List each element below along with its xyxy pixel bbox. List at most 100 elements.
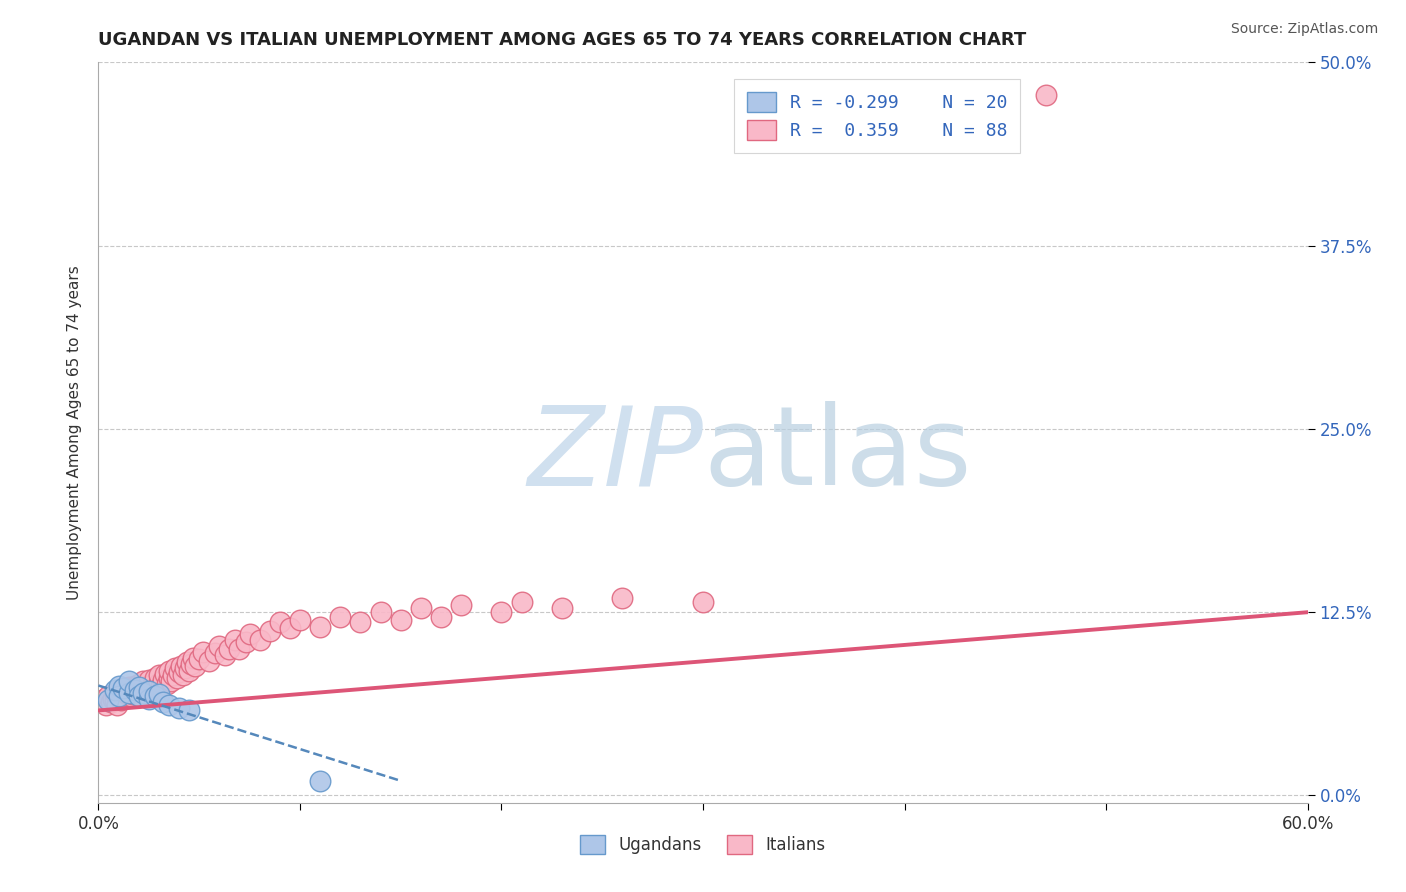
Point bbox=[103, 682, 125, 697]
Point bbox=[152, 673, 174, 687]
Y-axis label: Unemployment Among Ages 65 to 74 years: Unemployment Among Ages 65 to 74 years bbox=[66, 265, 82, 600]
Point bbox=[160, 674, 183, 689]
Point bbox=[370, 605, 392, 619]
Point bbox=[176, 655, 198, 669]
Point bbox=[138, 681, 160, 696]
Point bbox=[510, 595, 533, 609]
Point bbox=[239, 627, 262, 641]
Point bbox=[107, 689, 129, 703]
Point bbox=[118, 686, 141, 700]
Point bbox=[124, 682, 146, 697]
Point bbox=[214, 648, 236, 662]
Point bbox=[612, 591, 634, 605]
Point bbox=[163, 661, 186, 675]
Point bbox=[430, 609, 453, 624]
Text: ZIP: ZIP bbox=[527, 401, 703, 508]
Point bbox=[118, 680, 141, 694]
Point bbox=[135, 679, 157, 693]
Point bbox=[125, 686, 148, 700]
Point bbox=[139, 682, 162, 697]
Point bbox=[111, 689, 134, 703]
Point bbox=[198, 654, 221, 668]
Point bbox=[96, 698, 118, 712]
Point bbox=[349, 615, 371, 630]
Point bbox=[118, 674, 141, 689]
Point bbox=[162, 668, 184, 682]
Point bbox=[91, 693, 114, 707]
Point bbox=[551, 600, 574, 615]
Point bbox=[115, 687, 138, 701]
Legend: Ugandans, Italians: Ugandans, Italians bbox=[574, 829, 832, 861]
Point bbox=[180, 657, 202, 671]
Point bbox=[179, 703, 201, 717]
Point bbox=[111, 681, 134, 696]
Point bbox=[138, 684, 160, 698]
Point bbox=[259, 624, 281, 639]
Point bbox=[124, 681, 146, 696]
Point bbox=[309, 620, 332, 634]
Point bbox=[132, 674, 155, 689]
Point bbox=[193, 645, 215, 659]
Point bbox=[450, 598, 472, 612]
Point bbox=[181, 650, 204, 665]
Point bbox=[103, 693, 125, 707]
Point bbox=[156, 677, 179, 691]
Point bbox=[692, 595, 714, 609]
Point bbox=[107, 682, 129, 697]
Point bbox=[208, 639, 231, 653]
Point bbox=[184, 659, 207, 673]
Point bbox=[143, 689, 166, 703]
Point bbox=[114, 681, 136, 696]
Point bbox=[129, 689, 152, 703]
Point bbox=[167, 700, 190, 714]
Point bbox=[100, 695, 122, 709]
Point bbox=[218, 641, 240, 656]
Text: Source: ZipAtlas.com: Source: ZipAtlas.com bbox=[1230, 22, 1378, 37]
Point bbox=[120, 689, 142, 703]
Point bbox=[167, 665, 190, 680]
Point bbox=[329, 609, 352, 624]
Point bbox=[143, 671, 166, 685]
Point bbox=[132, 686, 155, 700]
Point bbox=[409, 600, 432, 615]
Point bbox=[107, 679, 129, 693]
Point bbox=[157, 664, 180, 678]
Point bbox=[249, 633, 271, 648]
Point bbox=[105, 698, 128, 712]
Point bbox=[146, 681, 169, 696]
Point bbox=[138, 691, 160, 706]
Point bbox=[172, 668, 194, 682]
Point bbox=[166, 671, 188, 685]
Point bbox=[235, 634, 257, 648]
Point bbox=[101, 691, 124, 706]
Point bbox=[128, 680, 150, 694]
Point bbox=[228, 641, 250, 656]
Point bbox=[152, 695, 174, 709]
Point bbox=[389, 613, 412, 627]
Point bbox=[224, 633, 246, 648]
Point bbox=[120, 682, 142, 697]
Point bbox=[138, 673, 160, 687]
Point bbox=[128, 689, 150, 703]
Point bbox=[170, 659, 193, 673]
Point bbox=[103, 686, 125, 700]
Point bbox=[128, 682, 150, 697]
Point bbox=[204, 646, 226, 660]
Point bbox=[148, 675, 170, 690]
Point bbox=[111, 684, 134, 698]
Point bbox=[157, 671, 180, 685]
Point bbox=[142, 677, 165, 691]
Point bbox=[1035, 87, 1057, 102]
Point bbox=[132, 680, 155, 694]
Point bbox=[97, 693, 120, 707]
Point bbox=[143, 680, 166, 694]
Point bbox=[269, 615, 291, 630]
Point bbox=[153, 666, 176, 681]
Point bbox=[148, 687, 170, 701]
Point bbox=[149, 679, 172, 693]
Point bbox=[188, 652, 211, 666]
Point bbox=[124, 679, 146, 693]
Text: UGANDAN VS ITALIAN UNEMPLOYMENT AMONG AGES 65 TO 74 YEARS CORRELATION CHART: UGANDAN VS ITALIAN UNEMPLOYMENT AMONG AG… bbox=[98, 31, 1026, 49]
Point bbox=[491, 605, 513, 619]
Point bbox=[157, 698, 180, 712]
